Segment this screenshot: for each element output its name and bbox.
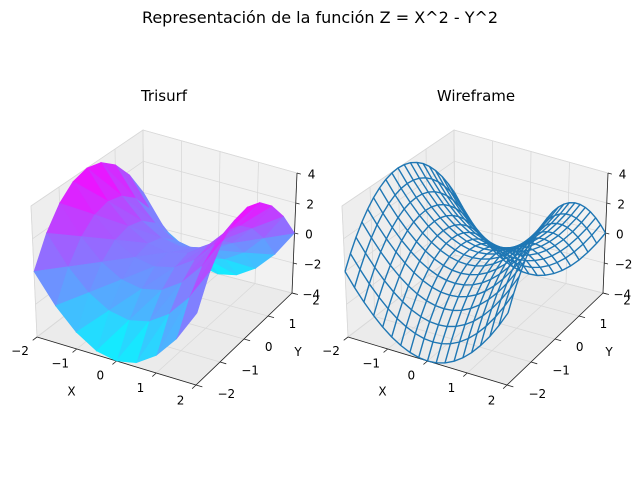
panel-title: Trisurf [140, 87, 188, 105]
x-axis-label: X [378, 384, 386, 398]
z-tick-mark [293, 262, 298, 265]
surface-triangle [95, 319, 130, 362]
z-tick-mark [602, 292, 607, 295]
x-tick-mark [191, 384, 197, 389]
x-tick-mark [463, 372, 468, 377]
y-tick-mark [554, 338, 562, 342]
surface-triangle [33, 266, 69, 307]
x-tick-label: −1 [362, 356, 380, 370]
x-tick-label: 2 [488, 393, 496, 407]
z-tick-mark [294, 232, 299, 235]
x-tick-mark [383, 348, 389, 353]
z-tick-mark [291, 292, 296, 295]
x-tick-mark [72, 348, 78, 353]
surface-triangle [55, 292, 90, 333]
y-tick-mark [267, 315, 275, 319]
x-tick-label: −2 [11, 344, 29, 358]
z-tick-label: 0 [616, 228, 624, 242]
y-tick-label: −2 [218, 387, 236, 401]
gridline [347, 254, 604, 338]
x-tick-label: 1 [137, 381, 145, 395]
y-tick-label: 0 [576, 340, 584, 354]
x-tick-label: −2 [322, 344, 340, 358]
x-tick-mark [32, 336, 38, 341]
z-tick-label: 0 [305, 228, 313, 242]
y-tick-label: 0 [265, 340, 273, 354]
x-tick-label: 0 [407, 369, 415, 383]
z-tick-label: −2 [615, 258, 633, 272]
y-tick-label: 2 [312, 294, 320, 308]
z-tick-label: −2 [304, 258, 322, 272]
y-axis-label: Y [604, 345, 613, 359]
surface-triangle [115, 321, 150, 364]
z-tick-mark [607, 172, 612, 175]
surface-triangle [135, 314, 169, 364]
z-tick-label: −4 [302, 287, 320, 301]
wireframe-line [453, 192, 607, 277]
x-tick-label: 1 [448, 381, 456, 395]
y-tick-mark [578, 315, 586, 319]
z-tick-mark [605, 232, 610, 235]
z-tick-mark [604, 262, 609, 265]
y-tick-label: 1 [289, 317, 297, 331]
z-tick-mark [606, 202, 611, 205]
y-tick-label: −1 [241, 364, 259, 378]
y-tick-label: 1 [600, 317, 608, 331]
wireframe-line [372, 197, 537, 286]
figure-title: Representación de la función Z = X^2 - Y… [141, 8, 499, 27]
wireframe-line [403, 164, 565, 252]
y-tick-mark [506, 384, 514, 388]
y-tick-mark [219, 361, 227, 365]
x-tick-mark [112, 360, 117, 365]
y-tick-mark [243, 338, 251, 342]
gridline [30, 129, 298, 207]
z-tick-label: −4 [613, 287, 631, 301]
wireframe-line [367, 208, 532, 298]
x-tick-label: 2 [177, 393, 185, 407]
wireframe-line [428, 166, 586, 253]
gridline [341, 129, 609, 207]
z-tick-mark [295, 202, 300, 205]
x-tick-label: −1 [51, 356, 69, 370]
wireframe-line [361, 221, 526, 312]
y-tick-label: −2 [529, 387, 547, 401]
y-tick-label: 2 [623, 294, 631, 308]
y-tick-mark [530, 361, 538, 365]
panel-title: Wireframe [437, 87, 515, 105]
z-tick-label: 2 [306, 198, 314, 212]
x-tick-mark [502, 384, 508, 389]
y-tick-label: −1 [552, 364, 570, 378]
z-tick-mark [296, 172, 301, 175]
surface-triangle [75, 309, 110, 352]
y-tick-mark [195, 384, 203, 388]
x-tick-mark [343, 336, 349, 341]
z-tick-label: 4 [308, 168, 316, 182]
x-axis-label: X [67, 384, 75, 398]
surface-triangle [176, 272, 210, 340]
wireframe-line [441, 176, 597, 262]
z-tick-label: 4 [619, 168, 627, 182]
z-tick-label: 2 [617, 198, 625, 212]
gridline [343, 160, 607, 240]
surface-triangle [156, 297, 190, 356]
x-tick-label: 0 [96, 369, 104, 383]
x-tick-mark [423, 360, 428, 365]
wireframe-line [349, 253, 515, 345]
y-axis-label: Y [293, 345, 302, 359]
x-tick-mark [152, 372, 157, 377]
wireframe-line [434, 170, 591, 256]
wireframe-line [355, 236, 520, 328]
